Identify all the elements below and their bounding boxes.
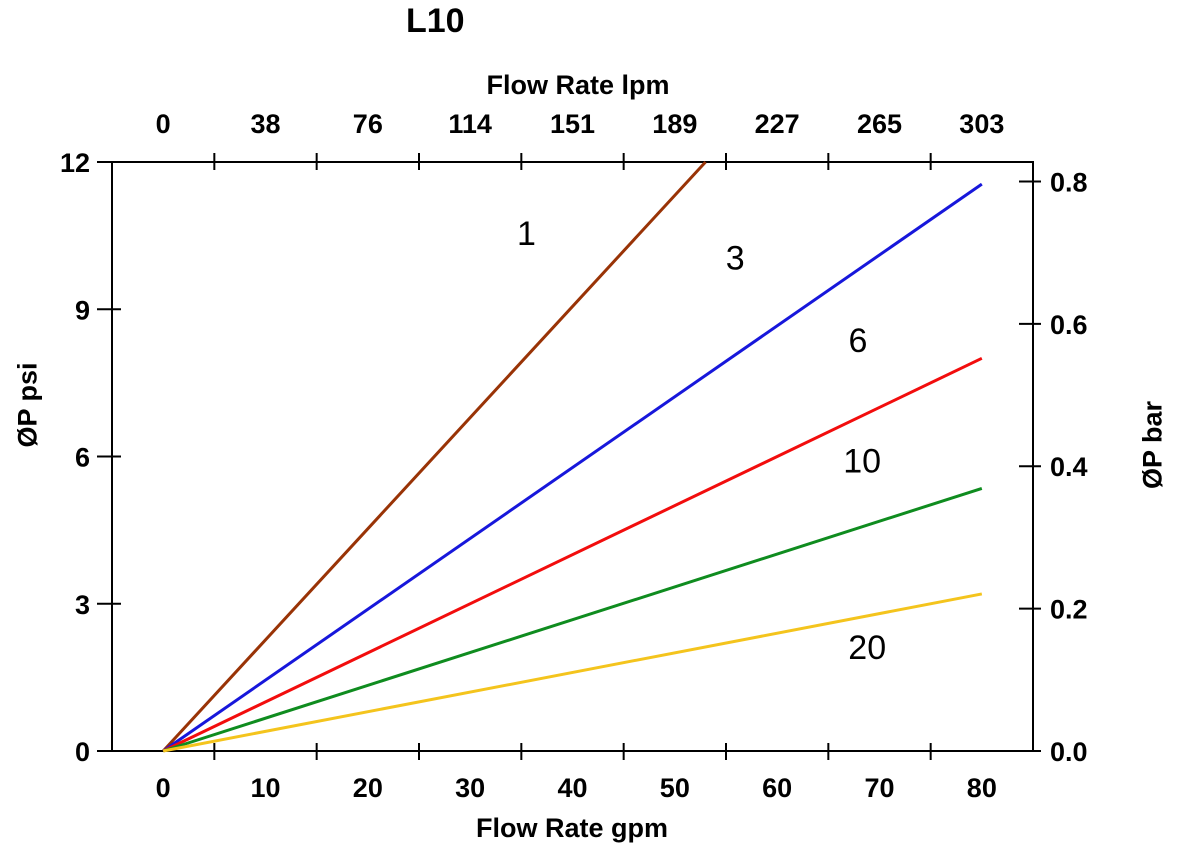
bottom-axis-tick-label: 30 bbox=[455, 773, 485, 803]
bottom-axis-tick-label: 80 bbox=[967, 773, 997, 803]
bottom-axis-tick-label: 40 bbox=[557, 773, 587, 803]
bottom-axis-tick-label: 0 bbox=[156, 773, 171, 803]
left-axis-tick-label: 9 bbox=[75, 295, 90, 325]
top-axis-tick-label: 76 bbox=[353, 109, 383, 139]
bottom-axis-tick-label: 70 bbox=[864, 773, 894, 803]
right-axis-tick-label: 0.0 bbox=[1050, 737, 1088, 767]
top-axis-tick-label: 227 bbox=[755, 109, 800, 139]
left-axis-tick-label: 6 bbox=[75, 443, 90, 473]
top-axis-tick-label: 189 bbox=[652, 109, 697, 139]
series-line-10 bbox=[162, 486, 983, 753]
top-axis-tick-label: 0 bbox=[156, 109, 171, 139]
top-axis-tick-label: 303 bbox=[959, 109, 1004, 139]
series-line-20 bbox=[162, 592, 983, 753]
bottom-axis-tick-label: 10 bbox=[250, 773, 280, 803]
series-label-10: 10 bbox=[843, 442, 881, 480]
series-label-6: 6 bbox=[849, 322, 868, 360]
right-axis-tick-label: 0.4 bbox=[1050, 452, 1088, 482]
bottom-axis-title: Flow Rate gpm bbox=[475, 813, 669, 843]
series-line-1 bbox=[162, 160, 707, 753]
plot-frame bbox=[111, 161, 1034, 752]
left-axis-tick-label: 12 bbox=[60, 148, 90, 178]
bottom-axis-tick-label: 20 bbox=[353, 773, 383, 803]
series-label-1: 1 bbox=[517, 215, 536, 253]
series-label-20: 20 bbox=[848, 629, 886, 667]
top-axis-tick-label: 151 bbox=[550, 109, 595, 139]
bottom-axis-tick-label: 60 bbox=[762, 773, 792, 803]
right-axis-tick-label: 0.6 bbox=[1050, 310, 1088, 340]
series-label-3: 3 bbox=[726, 240, 745, 278]
top-axis-tick-label: 114 bbox=[448, 109, 492, 139]
top-axis-tick-label: 265 bbox=[857, 109, 902, 139]
series-line-3 bbox=[162, 182, 983, 753]
bottom-axis-tick-label: 50 bbox=[660, 773, 690, 803]
right-axis-tick-label: 0.8 bbox=[1050, 167, 1088, 197]
left-axis-tick-label: 0 bbox=[75, 737, 90, 767]
top-axis-title: Flow Rate lpm bbox=[486, 70, 670, 100]
right-axis-tick-label: 0.2 bbox=[1050, 595, 1088, 625]
chart-title: L10 bbox=[406, 2, 465, 40]
left-axis-tick-label: 3 bbox=[75, 590, 90, 620]
top-axis-tick-label: 38 bbox=[250, 109, 280, 139]
series-line-6 bbox=[162, 356, 983, 753]
